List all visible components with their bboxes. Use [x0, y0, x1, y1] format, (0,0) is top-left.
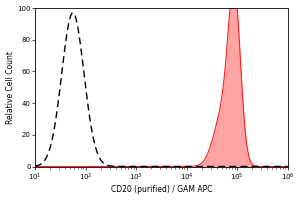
Y-axis label: Relative Cell Count: Relative Cell Count: [6, 51, 15, 124]
X-axis label: CD20 (purified) / GAM APC: CD20 (purified) / GAM APC: [110, 185, 212, 194]
